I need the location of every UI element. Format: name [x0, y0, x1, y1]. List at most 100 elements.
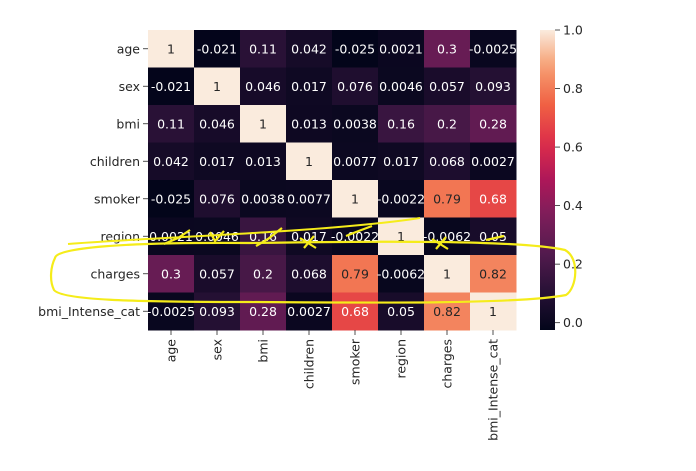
highlight-ellipse [49, 240, 577, 304]
heatmap-cell [470, 142, 517, 181]
heatmap-cell [470, 67, 517, 106]
cell-annotation: -0.0022 [377, 191, 425, 206]
heatmap-cell [470, 105, 517, 143]
y-tick-label: bmi [116, 116, 140, 131]
heatmap-cell [378, 30, 425, 68]
heatmap-cell [194, 105, 241, 143]
cell-annotation: 0.017 [291, 229, 327, 244]
cell-annotation: 0.013 [291, 116, 327, 131]
heatmap-cell [332, 255, 379, 293]
colorbar-tick-label: 0.4 [563, 198, 583, 213]
heatmap-cell [332, 142, 379, 181]
cell-annotation: 0.093 [475, 79, 511, 94]
colorbar-tick-label: 0.2 [563, 257, 583, 272]
cross-mark [431, 236, 449, 250]
cell-annotation: 0.11 [249, 41, 277, 56]
cell-annotation: 0.093 [199, 304, 235, 319]
cell-annotation: 0.0046 [379, 79, 423, 94]
heatmap-cell [240, 105, 287, 143]
cell-annotation: 0.0038 [241, 191, 285, 206]
cell-annotation: 0.11 [157, 116, 185, 131]
heatmap-cell [286, 142, 333, 181]
colorbar-tick-label: 0.0 [563, 315, 583, 330]
heatmap-cell [240, 180, 287, 218]
cell-annotation: -0.0025 [147, 304, 195, 319]
cell-annotation: 0.79 [433, 191, 461, 206]
heatmap-cell [378, 255, 425, 293]
cell-annotation: 0.0077 [333, 154, 377, 169]
cell-annotation: 1 [443, 266, 451, 281]
heatmap-cell [470, 255, 517, 293]
heatmap-cell [470, 217, 517, 256]
cell-annotation: 1 [351, 191, 359, 206]
heatmap-cell [286, 180, 333, 218]
cell-annotation: 0.68 [479, 191, 507, 206]
y-tick-label: sex [119, 79, 140, 94]
heatmap-cell [286, 255, 333, 293]
colorbar: 0.0 0.2 0.4 0.6 0.8 1.0 [540, 23, 583, 330]
heatmap-cell [470, 30, 517, 68]
heatmap-cell [194, 180, 241, 218]
cell-annotation: 0.16 [387, 116, 415, 131]
colorbar-tick-label: 0.8 [563, 81, 583, 96]
heatmap-cell [194, 142, 241, 181]
cell-annotation: 0.057 [429, 79, 465, 94]
x-tick-label: sex [210, 339, 225, 360]
heatmap-cell [332, 292, 379, 331]
heatmap-cell [240, 217, 287, 256]
cell-annotation: 1 [397, 229, 405, 244]
heatmap-cell [378, 217, 425, 256]
heatmap-cell [332, 105, 379, 143]
cell-annotation: 0.046 [199, 116, 235, 131]
x-axis-ticks: age sex bmi children smoker region charges bmi_… [164, 330, 501, 441]
cell-annotation: 0.068 [429, 154, 465, 169]
heatmap-cell [470, 292, 517, 331]
handdrawn-annotation [49, 217, 577, 304]
highlight-underline [67, 217, 421, 245]
cell-annotation: 0.042 [291, 41, 327, 56]
x-tick-label: smoker [348, 338, 363, 385]
heatmap-cell [378, 105, 425, 143]
check-mark [209, 230, 225, 243]
cell-annotation: 0.017 [383, 154, 419, 169]
cell-annotation: 0.017 [199, 154, 235, 169]
heatmap-cell [378, 292, 425, 331]
heatmap-cell [194, 67, 241, 106]
x-tick-label: region [394, 339, 409, 379]
cell-annotation: 0.0027 [287, 304, 331, 319]
cell-annotation: -0.0022 [331, 229, 379, 244]
x-tick-label: charges [440, 339, 455, 389]
x-tick-label: bmi_Intense_cat [486, 339, 501, 441]
cell-annotation: 1 [259, 116, 267, 131]
cell-annotation: -0.025 [151, 191, 191, 206]
cell-annotation: 0.076 [337, 79, 373, 94]
dash-mark [485, 234, 505, 242]
cell-annotation: -0.021 [197, 41, 237, 56]
cell-annotation: 0.68 [341, 304, 369, 319]
cell-annotation: 0.3 [161, 266, 181, 281]
cell-annotation: 0.046 [245, 79, 281, 94]
check-mark [255, 227, 283, 247]
heatmap-cell [148, 180, 195, 218]
x-tick-label: bmi [256, 339, 271, 363]
heatmap-cell [424, 292, 471, 331]
cell-annotation: 0.0027 [471, 154, 515, 169]
heatmap-cell [148, 292, 195, 331]
y-tick-label: charges [90, 266, 140, 281]
heatmap-cell [424, 255, 471, 293]
cell-annotation: 0.0077 [287, 191, 331, 206]
y-tick-label: smoker [94, 191, 141, 206]
heatmap-cell [240, 30, 287, 68]
heatmap-cell [286, 30, 333, 68]
colorbar-tick-label: 1.0 [563, 23, 583, 38]
heatmap-cell [240, 292, 287, 331]
heatmap-cell [194, 255, 241, 293]
heatmap-cell [240, 255, 287, 293]
cell-annotation: -0.021 [151, 79, 191, 94]
heatmap-cell [148, 142, 195, 181]
cell-annotation: -0.025 [335, 41, 375, 56]
cell-annotation: 0.2 [253, 266, 273, 281]
cell-annotation: 1 [305, 154, 313, 169]
heatmap-cell [470, 180, 517, 218]
heatmap-cell [378, 180, 425, 218]
